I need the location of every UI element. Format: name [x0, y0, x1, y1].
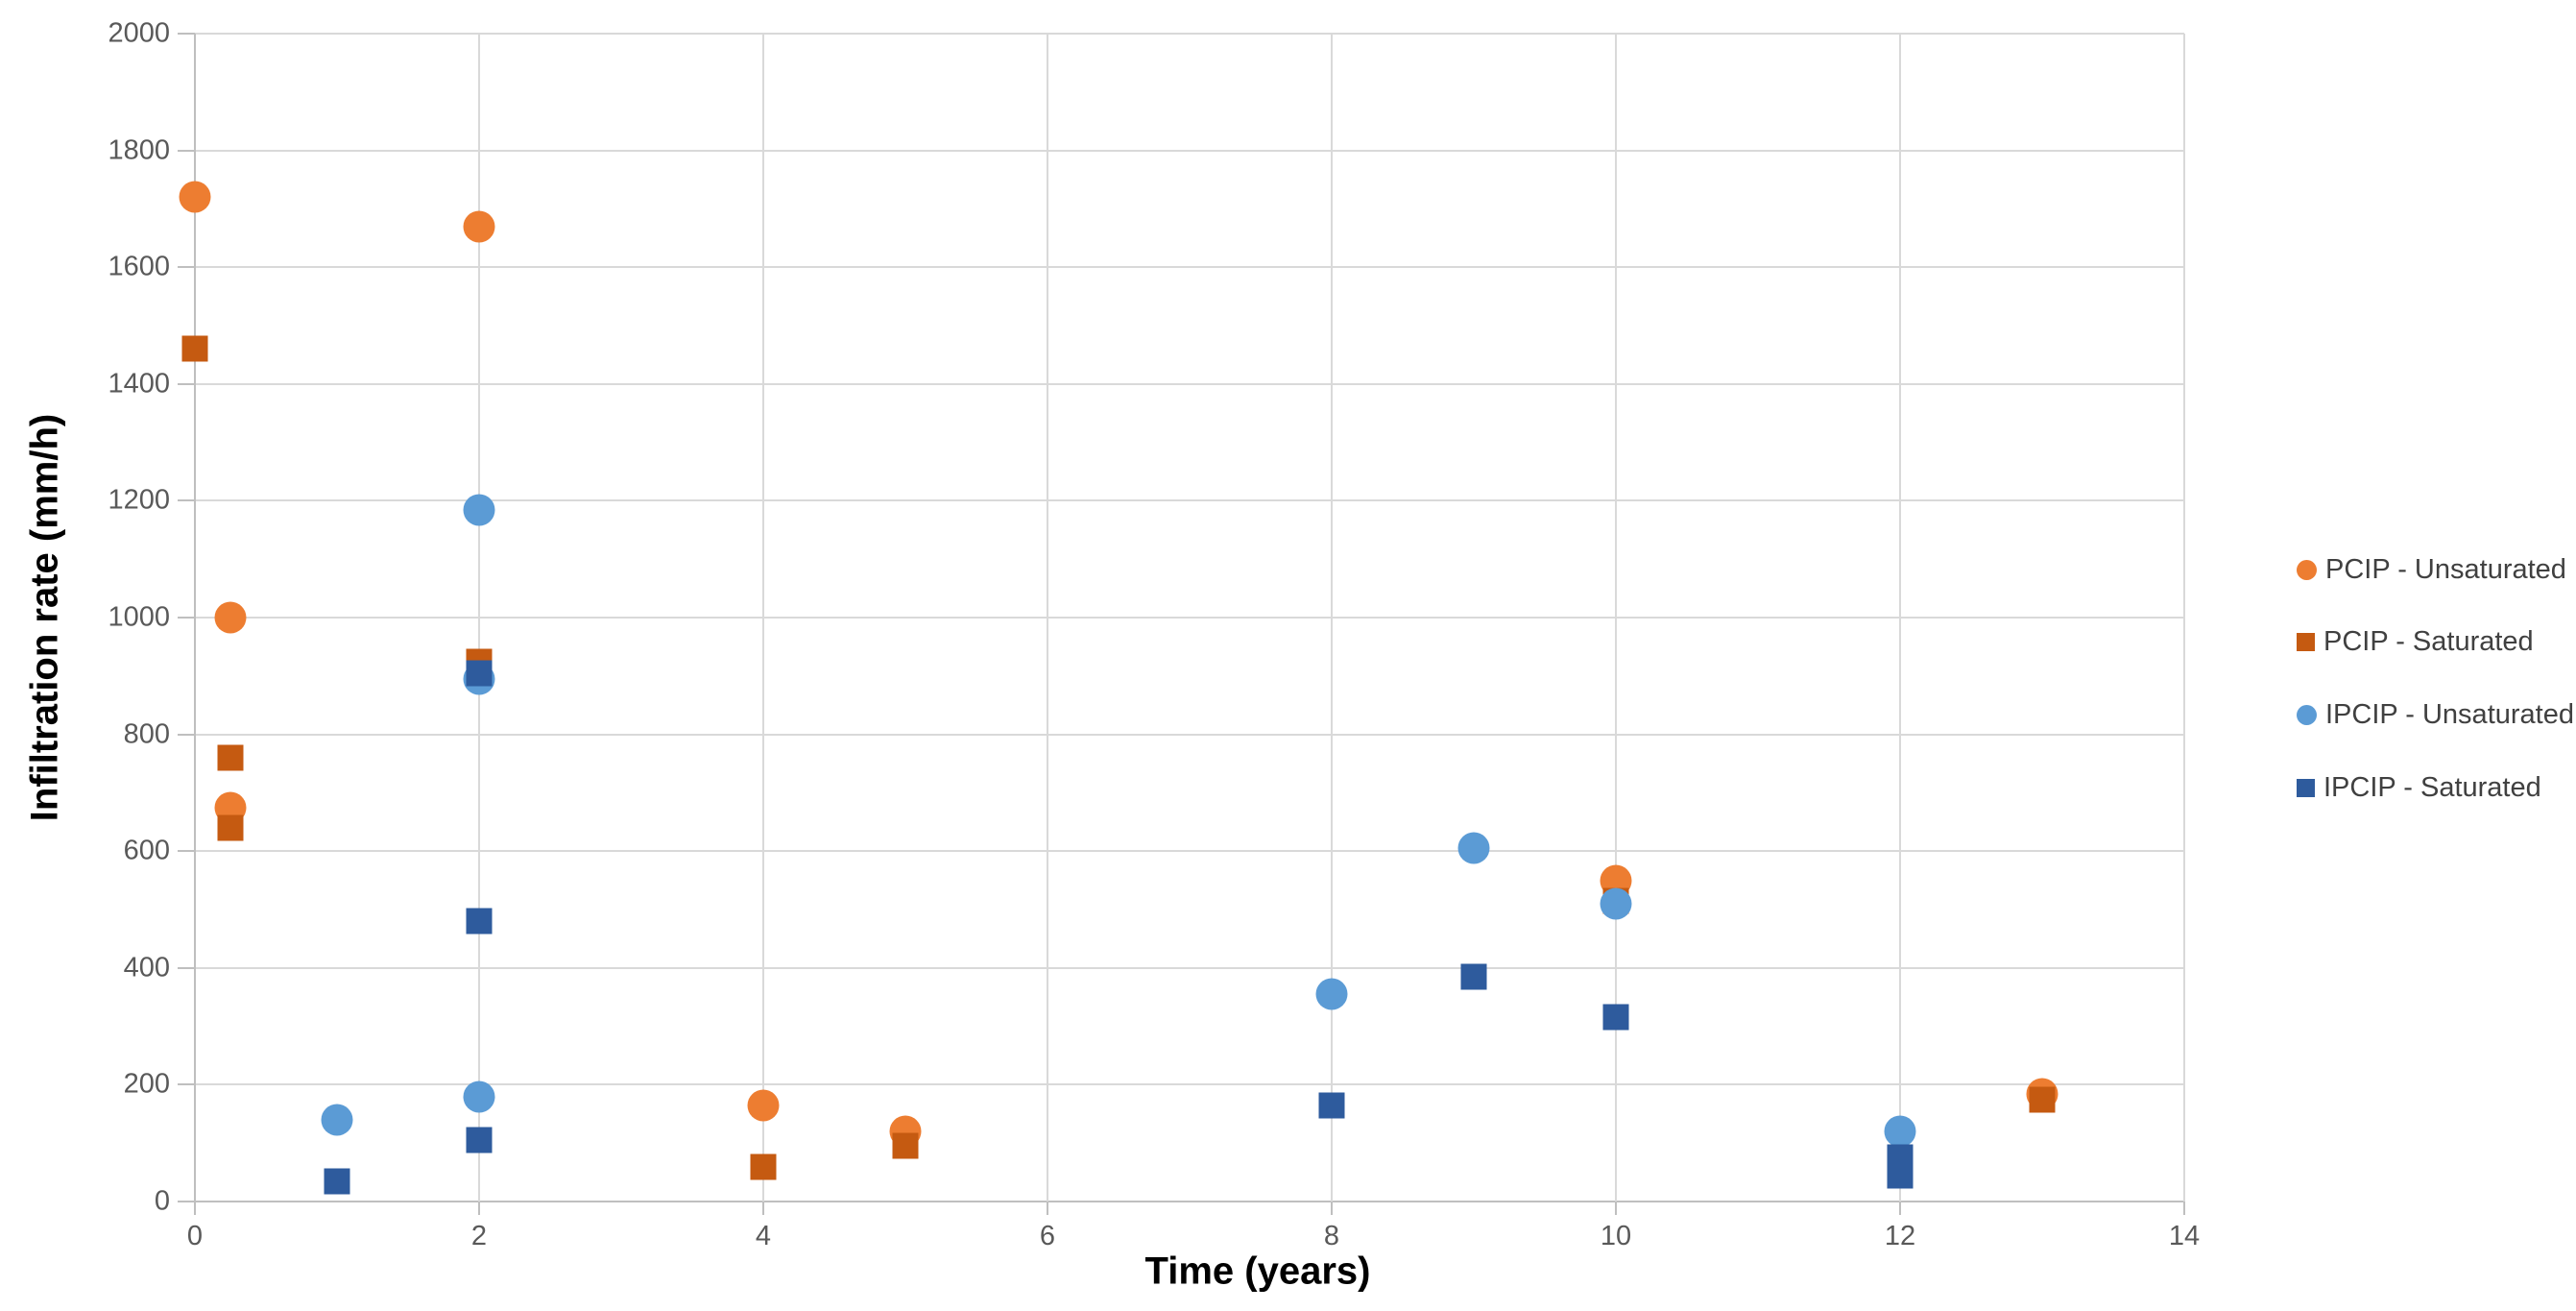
y-tick-label: 1800 — [108, 134, 170, 166]
x-tick-label: 12 — [1884, 1221, 1916, 1251]
x-tick-mark — [1899, 1202, 1901, 1215]
data-point — [466, 660, 493, 687]
gridline-horizontal — [195, 733, 2184, 736]
legend-square-icon — [2297, 778, 2315, 797]
y-tick-label: 1600 — [108, 251, 170, 282]
x-tick-label: 6 — [1039, 1221, 1056, 1251]
x-tick-label: 10 — [1600, 1221, 1632, 1251]
legend-item: IPCIP - Unsaturated — [2297, 700, 2574, 729]
y-tick-mark — [178, 733, 195, 736]
x-tick-label: 0 — [186, 1221, 204, 1251]
gridline-horizontal — [195, 1083, 2184, 1086]
gridline-horizontal — [195, 617, 2184, 619]
y-tick-mark — [178, 266, 195, 269]
legend-item: PCIP - Saturated — [2297, 628, 2534, 657]
y-tick-mark — [178, 1083, 195, 1086]
legend-label: IPCIP - Unsaturated — [2325, 698, 2574, 730]
data-point — [463, 210, 495, 243]
legend-circle-icon — [2297, 704, 2317, 725]
y-tick-mark — [178, 33, 195, 35]
y-tick-label: 400 — [123, 952, 170, 983]
x-tick-mark — [478, 1202, 480, 1215]
y-tick-mark — [178, 382, 195, 385]
data-point — [1884, 1115, 1916, 1148]
data-point — [1315, 978, 1348, 1010]
y-tick-label: 800 — [123, 718, 170, 750]
data-point — [463, 494, 495, 526]
data-point — [466, 1127, 493, 1153]
data-point — [747, 1089, 780, 1122]
legend-item: IPCIP - Saturated — [2297, 773, 2541, 802]
x-tick-label: 4 — [755, 1221, 772, 1251]
x-tick-label: 2 — [470, 1221, 488, 1251]
legend-label: PCIP - Unsaturated — [2325, 553, 2566, 585]
gridline-horizontal — [195, 850, 2184, 853]
x-axis-title: Time (years) — [1144, 1250, 1371, 1293]
data-point — [892, 1132, 919, 1159]
gridline-vertical — [478, 34, 480, 1202]
y-tick-mark — [178, 149, 195, 152]
x-tick-mark — [762, 1202, 764, 1215]
y-tick-label: 2000 — [108, 17, 170, 49]
gridline-horizontal — [195, 149, 2184, 152]
x-tick-label: 14 — [2168, 1221, 2201, 1251]
y-tick-label: 1000 — [108, 601, 170, 633]
data-point — [217, 744, 244, 771]
y-tick-label: 600 — [123, 835, 170, 866]
data-point — [1318, 1092, 1345, 1119]
gridline-vertical — [1331, 34, 1333, 1202]
data-point — [1457, 832, 1490, 864]
legend-label: IPCIP - Saturated — [2323, 771, 2541, 803]
x-tick-mark — [1331, 1202, 1333, 1215]
gridline-horizontal — [195, 266, 2184, 269]
data-point — [1887, 1162, 1914, 1189]
data-point — [463, 1080, 495, 1113]
data-point — [750, 1153, 777, 1180]
gridline-horizontal — [195, 382, 2184, 385]
x-tick-mark — [194, 1202, 196, 1215]
data-point — [321, 1104, 353, 1136]
y-tick-label: 1200 — [108, 484, 170, 516]
y-tick-mark — [178, 1201, 195, 1202]
y-tick-mark — [178, 850, 195, 853]
y-tick-mark — [178, 966, 195, 969]
data-point — [1460, 963, 1487, 990]
data-point — [466, 908, 493, 935]
y-axis-title: Infiltration rate (mm/h) — [23, 413, 66, 822]
data-point — [1602, 1004, 1629, 1031]
gridline-vertical — [1899, 34, 1901, 1202]
gridline-vertical — [762, 34, 764, 1202]
x-tick-mark — [1047, 1202, 1048, 1215]
legend-square-icon — [2297, 633, 2315, 652]
data-point — [181, 335, 208, 362]
data-point — [324, 1168, 350, 1195]
y-axis-line — [194, 34, 196, 1202]
x-axis-line — [195, 1201, 2184, 1202]
data-point — [217, 814, 244, 841]
gridline-horizontal — [195, 966, 2184, 969]
y-tick-mark — [178, 499, 195, 502]
y-tick-label: 1400 — [108, 368, 170, 400]
y-tick-mark — [178, 617, 195, 619]
gridline-vertical — [1615, 34, 1617, 1202]
x-tick-label: 8 — [1323, 1221, 1340, 1251]
y-tick-label: 0 — [154, 1185, 170, 1217]
x-tick-mark — [2183, 1202, 2185, 1215]
legend-item: PCIP - Unsaturated — [2297, 555, 2566, 584]
data-point — [179, 181, 211, 213]
gridline-vertical — [2183, 34, 2185, 1202]
gridline-horizontal — [195, 33, 2184, 35]
data-point — [2029, 1086, 2056, 1113]
gridline-vertical — [1047, 34, 1048, 1202]
data-point — [1600, 887, 1632, 920]
legend-circle-icon — [2297, 559, 2317, 580]
y-tick-label: 200 — [123, 1068, 170, 1100]
legend-label: PCIP - Saturated — [2323, 626, 2534, 658]
x-tick-mark — [1615, 1202, 1617, 1215]
gridline-horizontal — [195, 499, 2184, 502]
data-point — [214, 601, 247, 634]
